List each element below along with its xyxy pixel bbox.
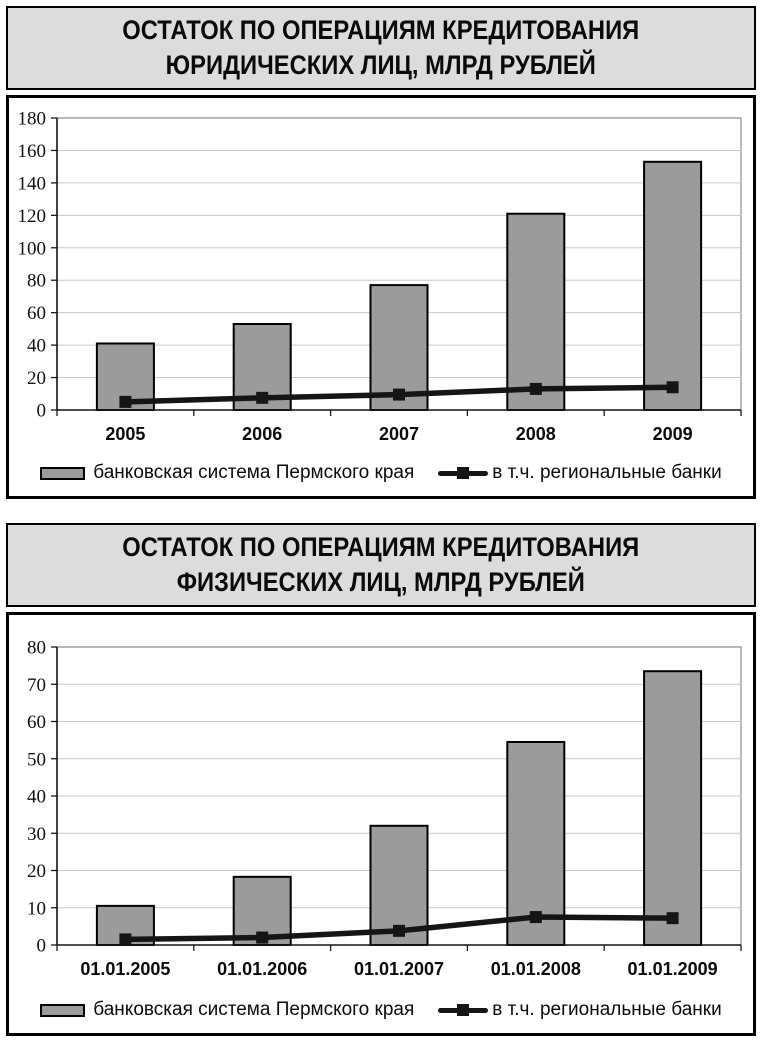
- chart-box-individuals: 0 10 20 30 40 50 60 70 80 01.01.2005 01.01.2006 01.…: [6, 612, 756, 1036]
- y-tick-label: 50: [27, 749, 46, 770]
- y-tick-label: 60: [27, 712, 46, 733]
- line-marker-01.01.2005: [119, 933, 132, 946]
- line-series-label: в т.ч. региональные банки: [492, 999, 722, 1020]
- y-tick-label: 0: [37, 401, 47, 422]
- x-category-label: 2009: [653, 424, 693, 444]
- line-marker-2009: [666, 381, 679, 394]
- line-series-swatch: [438, 1004, 489, 1016]
- y-tick-label: 140: [18, 173, 47, 194]
- line-series-label: в т.ч. региональные банки: [492, 462, 722, 483]
- y-tick-label: 80: [27, 638, 46, 659]
- line-marker-01.01.2007: [393, 924, 405, 937]
- x-category-label: 01.01.2006: [217, 959, 307, 979]
- bar-line-chart-legal-entities: 0 20 40 60 80 100 120 140 160 180 2005 2006 2007 2008…: [9, 98, 753, 450]
- x-category-label: 2005: [105, 424, 145, 444]
- line-marker-01.01.2006: [256, 931, 269, 944]
- bar-01.01.2009: [643, 670, 703, 947]
- x-category-label: 01.01.2007: [354, 959, 444, 979]
- line-marker-icon: [457, 1004, 470, 1016]
- bar-2009: [643, 160, 703, 411]
- line-marker-2006: [256, 391, 269, 404]
- title-line-2: ФИЗИЧЕСКИХ ЛИЦ, МЛРД РУБЛЕЙ: [176, 567, 586, 597]
- y-tick-label: 60: [27, 303, 46, 324]
- chart-legend: банковская система Пермского края в т.ч.…: [9, 987, 753, 1033]
- y-tick-label: 40: [27, 787, 46, 808]
- bar-series-swatch: [40, 1003, 86, 1017]
- x-category-label: 2007: [379, 424, 419, 444]
- chart-section-individuals: ОСТАТОК ПО ОПЕРАЦИЯМ КРЕДИТОВАНИЯ ФИЗИЧЕ…: [6, 523, 756, 1036]
- chart-title-legal-entities: ОСТАТОК ПО ОПЕРАЦИЯМ КРЕДИТОВАНИЯ ЮРИДИЧ…: [123, 13, 640, 83]
- chart-title-box-individuals: ОСТАТОК ПО ОПЕРАЦИЯМ КРЕДИТОВАНИЯ ФИЗИЧЕ…: [6, 523, 756, 607]
- chart-title-box-legal-entities: ОСТАТОК ПО ОПЕРАЦИЯМ КРЕДИТОВАНИЯ ЮРИДИЧ…: [6, 6, 756, 90]
- line-marker-2005: [119, 395, 132, 408]
- chart-box-legal-entities: 0 20 40 60 80 100 120 140 160 180 2005 2006 2007 2008…: [6, 95, 756, 499]
- chart-legend: банковская система Пермского края в т.ч.…: [9, 450, 753, 496]
- bar-series-label: банковская система Пермского края: [93, 462, 415, 483]
- x-category-label: 2008: [516, 424, 556, 444]
- bar-2008: [506, 212, 566, 412]
- x-category-label: 01.01.2009: [628, 959, 718, 979]
- bar-series-swatch: [40, 466, 86, 480]
- x-category-label: 01.01.2005: [80, 959, 170, 979]
- y-tick-label: 180: [18, 109, 47, 130]
- line-series-swatch: [438, 467, 489, 479]
- y-tick-label: 10: [27, 898, 46, 919]
- y-tick-label: 0: [37, 936, 47, 957]
- x-category-label: 01.01.2008: [491, 959, 581, 979]
- y-tick-label: 30: [27, 824, 46, 845]
- title-line-1: ОСТАТОК ПО ОПЕРАЦИЯМ КРЕДИТОВАНИЯ: [122, 532, 640, 562]
- chart-title-individuals: ОСТАТОК ПО ОПЕРАЦИЯМ КРЕДИТОВАНИЯ ФИЗИЧЕ…: [123, 530, 640, 600]
- y-tick-label: 160: [18, 141, 47, 162]
- line-marker-icon: [457, 467, 470, 479]
- line-marker-01.01.2008: [529, 911, 542, 924]
- chart-section-legal-entities: ОСТАТОК ПО ОПЕРАЦИЯМ КРЕДИТОВАНИЯ ЮРИДИЧ…: [6, 6, 756, 499]
- y-tick-label: 80: [27, 271, 46, 292]
- title-line-1: ОСТАТОК ПО ОПЕРАЦИЯМ КРЕДИТОВАНИЯ: [122, 15, 640, 45]
- title-line-2: ЮРИДИЧЕСКИХ ЛИЦ, МЛРД РУБЛЕЙ: [165, 50, 597, 80]
- bar-line-chart-individuals: 0 10 20 30 40 50 60 70 80 01.01.2005 01.01.2006 01.…: [9, 615, 753, 987]
- y-tick-label: 20: [27, 368, 46, 389]
- y-tick-label: 120: [18, 206, 47, 227]
- line-marker-01.01.2009: [666, 912, 679, 925]
- line-marker-2007: [393, 388, 405, 401]
- y-tick-label: 40: [27, 336, 46, 357]
- x-category-label: 2006: [242, 424, 282, 444]
- y-tick-label: 100: [18, 238, 47, 259]
- line-marker-2008: [529, 382, 542, 395]
- bar-series-label: банковская система Пермского края: [93, 999, 415, 1020]
- y-tick-label: 20: [27, 861, 46, 882]
- y-tick-label: 70: [27, 675, 46, 696]
